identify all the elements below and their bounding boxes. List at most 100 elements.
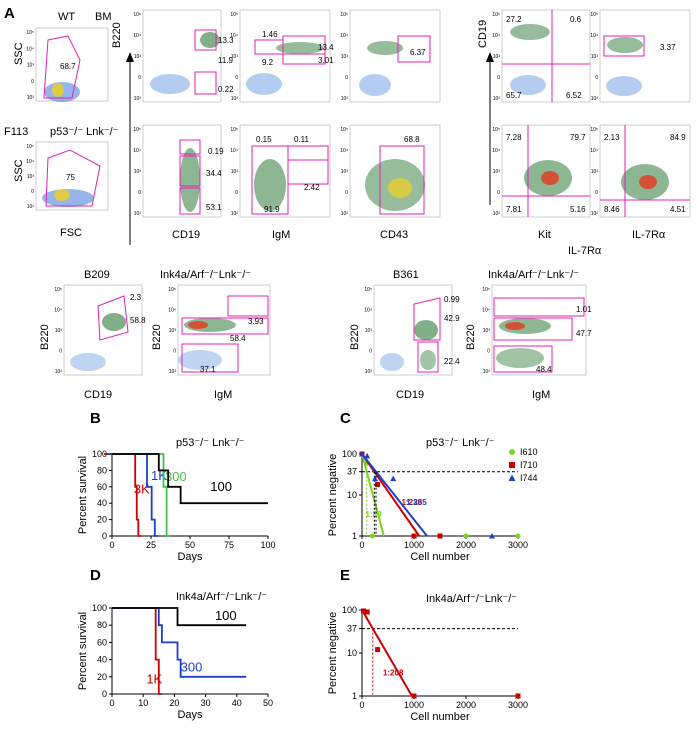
flow-tick-label: 0 [497,75,500,81]
population [510,75,546,95]
y-tick-label: 80 [97,465,107,475]
gate-rect [493,345,553,373]
gate-value: 6.52 [566,91,582,100]
population [380,353,404,371]
ratio-label: 1:208 [383,668,404,677]
gate-value: 75 [66,173,75,182]
population [70,353,106,371]
population [246,73,282,95]
chart-title: Ink4a/Arf⁻/⁻Lnk⁻/⁻ [176,591,267,603]
density-core [54,189,70,201]
x-tick-label: 30 [201,698,211,708]
xlabel: IL-7Rα [632,229,666,241]
panel-label-e: E [340,567,350,584]
x-axis-label: Days [177,551,203,563]
y-tick-label: 100 [342,449,357,459]
ylabel-b220: B220 [111,22,123,48]
density-core [188,321,208,329]
flow-tick-label: 0 [369,349,372,355]
x-tick-label: 2000 [456,700,476,710]
xlabel: IgM [272,229,290,241]
xlabel: CD19 [84,389,112,401]
series-label: 100 [215,608,237,623]
flow-tick-label: 10⁴ [26,159,34,165]
gate-rect [181,317,269,335]
series-label: 100 [210,479,232,494]
flow-tick-label: 10² [27,95,35,101]
panel-label-d: D [90,567,101,584]
population [420,350,436,370]
flow-tick-label: 10⁵ [492,127,500,133]
il7ra-sublabel: IL-7Rα [568,245,602,257]
y-tick-label: 80 [97,620,107,630]
plot-frame [142,9,222,103]
flow-tick-label: 10⁵ [590,12,598,18]
y-tick-label: 100 [92,603,107,613]
data-point [489,533,495,539]
gate-rect [194,29,217,51]
flow-tick-label: 10³ [27,174,35,180]
flow-tick-label: 10⁵ [492,12,500,18]
population [367,41,403,55]
flow-tick-label: 0 [138,190,141,196]
gate-value: 58.4 [230,334,246,343]
gate-value: 0.11 [294,135,310,144]
series-label: 300 [165,469,187,484]
flow-tick-label: 10³ [591,54,599,60]
flow-tick-label: 10⁴ [590,148,598,154]
x-tick-label: 50 [263,698,273,708]
ylabel: B220 [39,324,51,350]
flow-tick-label: 10³ [231,169,239,175]
flow-tick-label: 0 [235,190,238,196]
flow-tick-label: 10² [341,96,349,102]
flow-tick-label: 0 [31,189,34,195]
gate-value: 22.4 [444,357,460,366]
ratio-label: 1:265 [406,498,427,507]
plot-frame [63,284,143,376]
flow-a1-kit: 27.2 0.6 65.7 6.52 10⁵ 10⁴ 10³ 0 10² [492,9,591,103]
xlabel: Kit [538,229,551,241]
xlabel: CD19 [172,229,200,241]
ylabel-cd19: CD19 [477,20,489,48]
population [510,24,550,40]
gate-value: 68.7 [60,62,76,71]
survival-curve [112,453,268,505]
legend-marker [509,449,515,455]
flow-tick-label: 10⁵ [26,30,34,36]
flow-tick-label: 10⁴ [133,33,141,39]
ylabel-ssc-2: SSC [13,159,25,182]
data-point [375,482,381,488]
flow-tick-label: 10² [134,96,142,102]
title-wt: WT [58,11,75,23]
gate-rect [227,295,269,317]
gate-value: 53.1 [206,203,222,212]
y-tick-label: 1 [352,691,357,701]
series-label: 1K [146,672,162,687]
chart-title: p53⁻/⁻ Lnk⁻/⁻ [426,437,495,449]
title-f113: F113 [4,126,28,138]
flow-b361-cd19: B361 B220 0.99 42.9 22.4 CD19 10⁵ 10⁴ 10³ 0… [349,269,460,401]
flow-a1-cd19: 13.3 11.9 0.22 10⁵ 10⁴ 10³ 0 10² [133,9,234,103]
y-tick-label: 37 [347,624,357,634]
x-tick-label: 1000 [404,540,424,550]
flow-tick-label: 10³ [483,328,491,334]
gate-polygon [43,35,81,99]
ratio-label: 1:89 [366,510,383,519]
gate-rect [379,145,425,215]
flow-tick-label: 10⁵ [340,127,348,133]
gate-value: 48.4 [536,365,552,374]
data-point [411,693,417,699]
gate-value: 2.42 [304,183,320,192]
gate-rect [493,297,585,317]
gate-value: 34.4 [206,169,222,178]
gate-rect [181,343,239,373]
gate-rect [282,53,326,65]
plot-frame [239,124,331,218]
density-core [388,178,412,198]
flow-a1-igm: 1.46 13.4 9.2 3.01 10⁵ 10⁴ 10³ 0 10² [230,9,334,103]
legend-marker [509,462,515,468]
flow-a1-il7ra: 3.37 10⁵ 10⁴ 10³ 0 10² [590,9,691,103]
y-tick-label: 60 [97,637,107,647]
gate-value: 2.13 [604,133,620,142]
